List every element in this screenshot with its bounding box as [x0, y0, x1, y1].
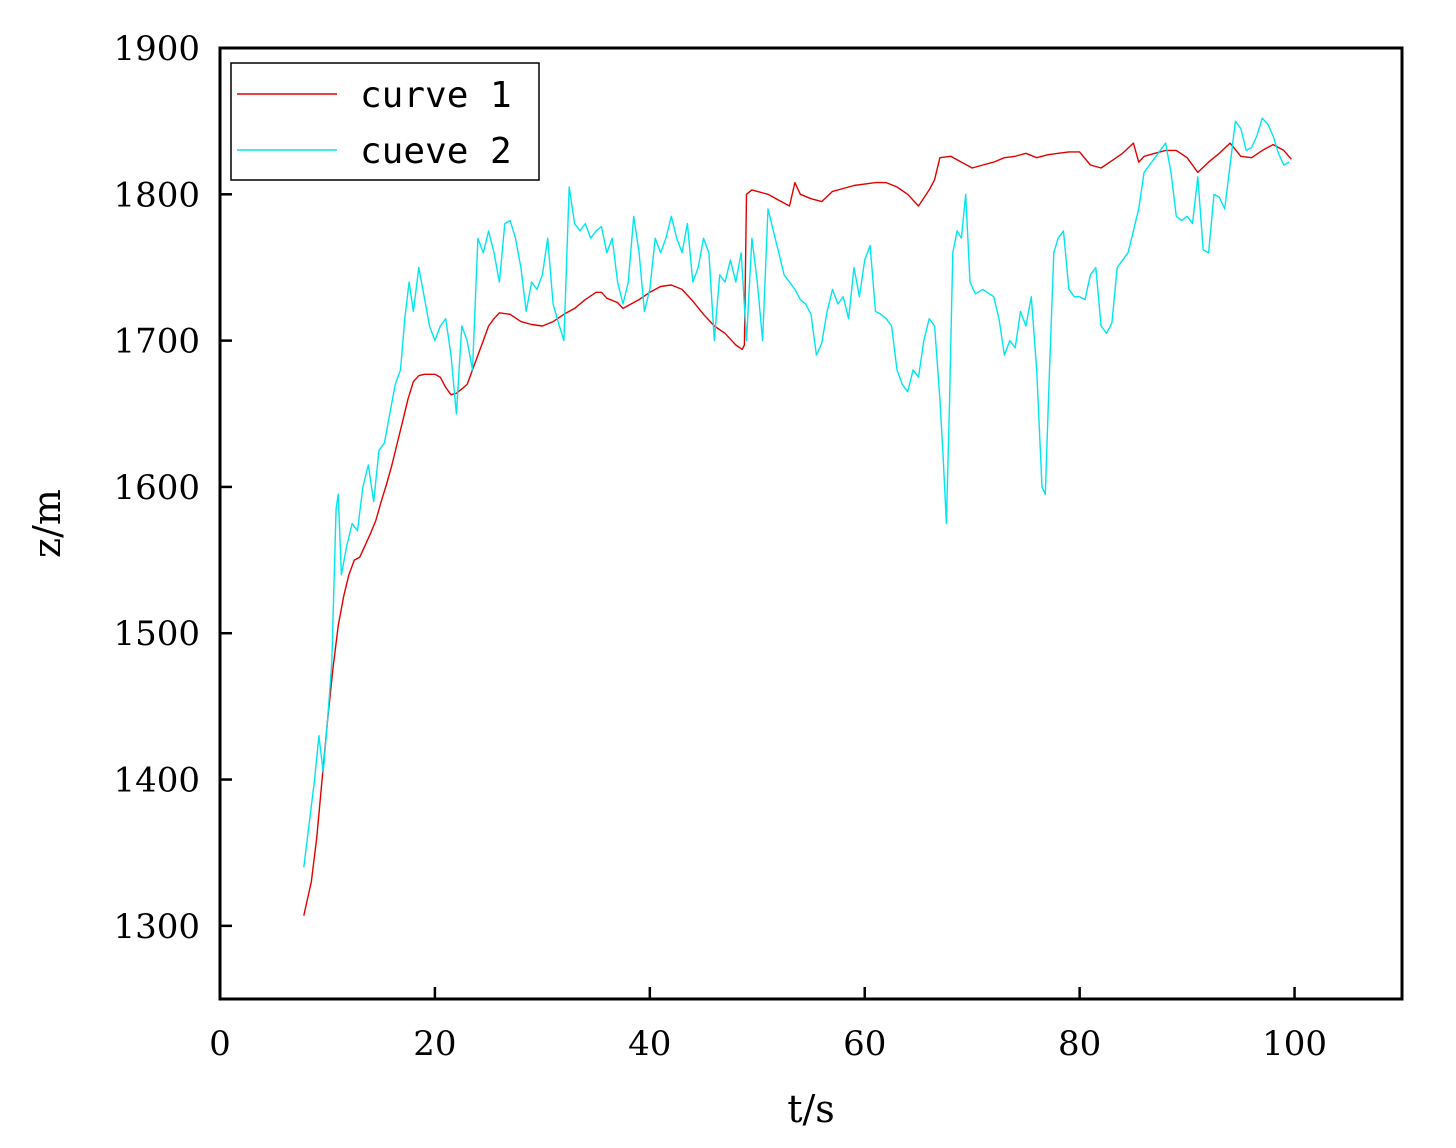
x-tick-label: 100 [1262, 1024, 1327, 1064]
series-line-1 [303, 142, 1292, 916]
x-axis: 0 20 40 60 80 100 [209, 987, 1327, 1064]
y-tick-label: 1900 [113, 29, 200, 69]
y-tick-label: 1600 [113, 468, 200, 508]
legend-label-cueve-2: cueve 2 [360, 131, 512, 172]
x-tick-label: 60 [843, 1024, 886, 1064]
legend-box [230, 62, 540, 181]
y-tick-label: 1300 [113, 907, 200, 947]
x-axis-label: t/s [787, 1087, 835, 1131]
x-tick-label: 80 [1058, 1024, 1101, 1064]
y-tick-label: 1500 [113, 614, 200, 654]
plot-area [303, 117, 1292, 916]
x-tick-label: 20 [413, 1024, 456, 1064]
legend: curve 1 cueve 2 [230, 62, 540, 181]
legend-label-curve-1: curve 1 [360, 75, 512, 116]
y-tick-label: 1800 [113, 175, 200, 215]
y-axis: 1300 1400 1500 1600 1700 1800 1900 [113, 29, 232, 947]
y-axis-label: z/m [25, 489, 69, 558]
plot-frame [218, 46, 1404, 1001]
y-tick-label: 1400 [113, 761, 200, 801]
x-tick-label: 40 [628, 1024, 671, 1064]
y-tick-label: 1700 [113, 322, 200, 362]
x-tick-label: 0 [209, 1024, 231, 1064]
series-line-2 [303, 117, 1290, 868]
